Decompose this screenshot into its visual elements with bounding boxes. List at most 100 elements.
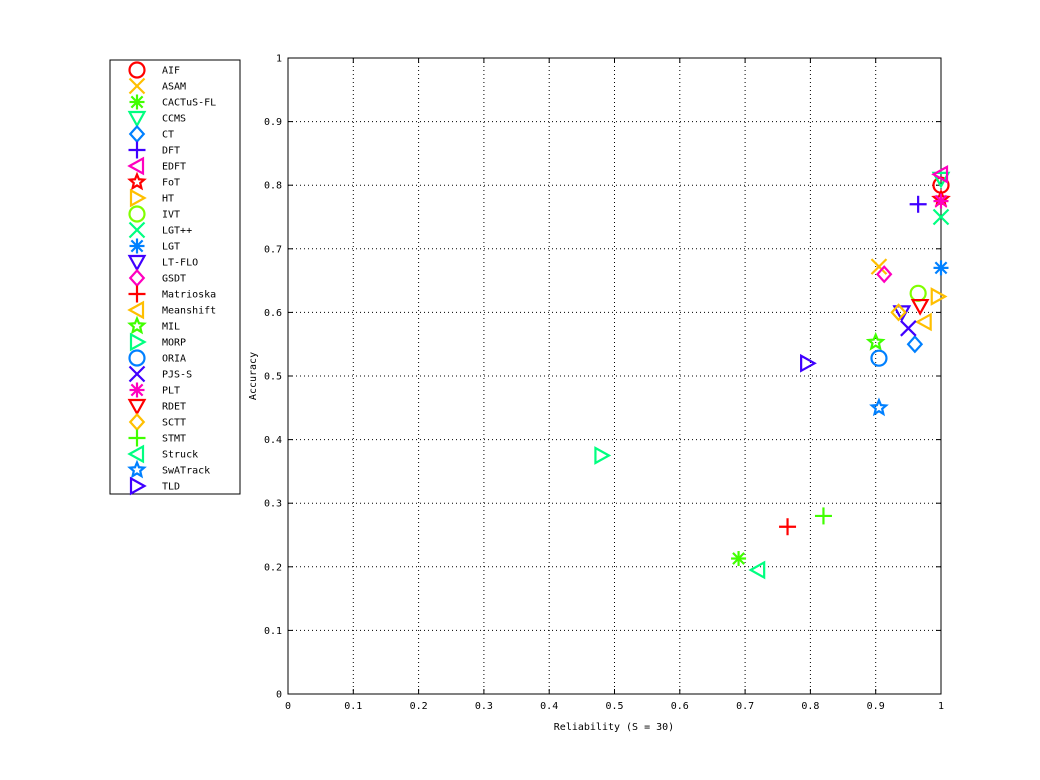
data-point-tld [800,353,817,373]
legend-marker-rdet [127,398,147,416]
y-tick-label: 1 [276,54,282,65]
legend-marker-matrioska [128,285,146,303]
legend-label: EDFT [162,162,186,173]
legend-label: Struck [162,450,198,461]
legend-label: Matrioska [162,290,216,301]
x-tick-label: 0.2 [410,701,428,712]
data-point-meanshift [914,312,932,332]
x-tick-label: 0.6 [671,701,689,712]
legend-marker-ivt [128,205,146,223]
legend-label: CT [162,130,174,141]
legend-label: LGT++ [162,226,192,237]
data-point-dft [909,195,927,213]
legend-label: STMT [162,434,186,445]
legend-label: ASAM [162,82,186,93]
x-tick-label: 0.5 [605,701,623,712]
legend-label: AIF [162,66,180,77]
x-tick-label: 0.8 [801,701,819,712]
data-point-matrioska [779,518,797,536]
x-axis-label: Reliability (S = 30) [554,722,674,733]
legend-label: RDET [162,402,186,413]
legend-marker-ht [129,188,147,208]
legend-marker-cactus-fl [129,94,145,110]
x-tick-label: 0.7 [736,701,754,712]
legend-label: SwATrack [162,466,210,477]
data-points [594,165,951,580]
y-axis-label: Accuracy [248,352,259,400]
data-point-ct [906,335,924,354]
legend-label: ORIA [162,354,186,365]
y-tick-label: 0.4 [264,435,282,446]
legend-label: Meanshift [162,306,216,317]
legend-marker-dft [128,141,146,159]
x-tick-label: 0.4 [540,701,558,712]
legend-marker-edft [127,156,145,176]
legend-marker-morp [129,332,147,352]
x-tick-label: 1 [938,701,944,712]
legend-label: HT [162,194,174,205]
y-tick-label: 0.5 [264,372,282,383]
legend-label: CCMS [162,114,186,125]
legend-marker-oria [128,349,146,367]
data-point-swatrack [869,397,889,417]
legend-label: PLT [162,386,180,397]
legend-marker-struck [127,444,145,464]
data-point-sctt [890,303,907,322]
data-point-asam [870,258,888,275]
data-point-pjs-s [900,320,917,337]
legend-label: TLD [162,482,180,493]
data-point-rdet [910,298,930,316]
x-tick-label: 0.1 [344,701,362,712]
y-tick-label: 0.7 [264,244,282,255]
legend-marker-lgt [129,238,145,254]
data-point-stmt [814,507,832,525]
y-tick-label: 0.1 [264,626,282,637]
data-point-struck [748,560,766,580]
legend-marker-swatrack [127,459,147,479]
y-tick-label: 0 [276,690,282,701]
data-point-plt [933,193,949,209]
legend-marker-aif [128,61,146,79]
legend-marker-plt [129,382,145,398]
legend-label: LT-FLO [162,258,198,269]
x-tick-label: 0.9 [867,701,885,712]
y-tick-label: 0.9 [264,117,282,128]
legend-label: SCTT [162,418,186,429]
legend-label: MORP [162,338,186,349]
legend-marker-meanshift [127,300,145,320]
legend-marker-tld [129,476,147,496]
data-point-edft [931,165,949,184]
data-point-lgt- [932,208,950,226]
legend-marker-fot [127,171,147,191]
y-tick-label: 0.3 [264,499,282,510]
legend-marker-lgt- [128,221,146,239]
data-point-cactus-fl [731,551,747,567]
data-point-oria [870,349,888,367]
grid-lines [288,58,941,694]
data-point-gsdt [875,265,893,284]
legend-label: IVT [162,210,180,221]
y-tick-label: 0.2 [264,562,282,573]
legend-marker-asam [128,77,146,95]
legend-label: GSDT [162,274,186,285]
legend: AIF ASAM CACTuS-FL CCMS CT DFT EDFT FoT HT IVT LGT… [109,59,241,496]
data-point-morp [594,446,612,465]
axis-ticks: 0 0.1 0.2 0.3 0.4 0.5 0.6 0.7 0.8 0.9 1 0 0.1 0.2 0.3 0… [264,54,944,713]
data-point-ivt [909,284,927,302]
data-point-lgt [933,260,949,276]
y-tick-label: 0.6 [264,308,282,319]
legend-label: FoT [162,178,180,189]
legend-label: DFT [162,146,180,157]
x-tick-label: 0 [285,701,291,712]
data-point-ht [930,287,948,306]
legend-marker-ccms [127,110,147,128]
data-point-mil [865,331,886,351]
legend-marker-pjs-s [128,365,146,383]
legend-label: MIL [162,322,180,333]
legend-marker-stmt [128,429,146,447]
legend-label: PJS-S [162,370,192,381]
legend-marker-mil [127,315,147,335]
x-tick-label: 0.3 [475,701,493,712]
y-tick-label: 0.8 [264,181,282,192]
